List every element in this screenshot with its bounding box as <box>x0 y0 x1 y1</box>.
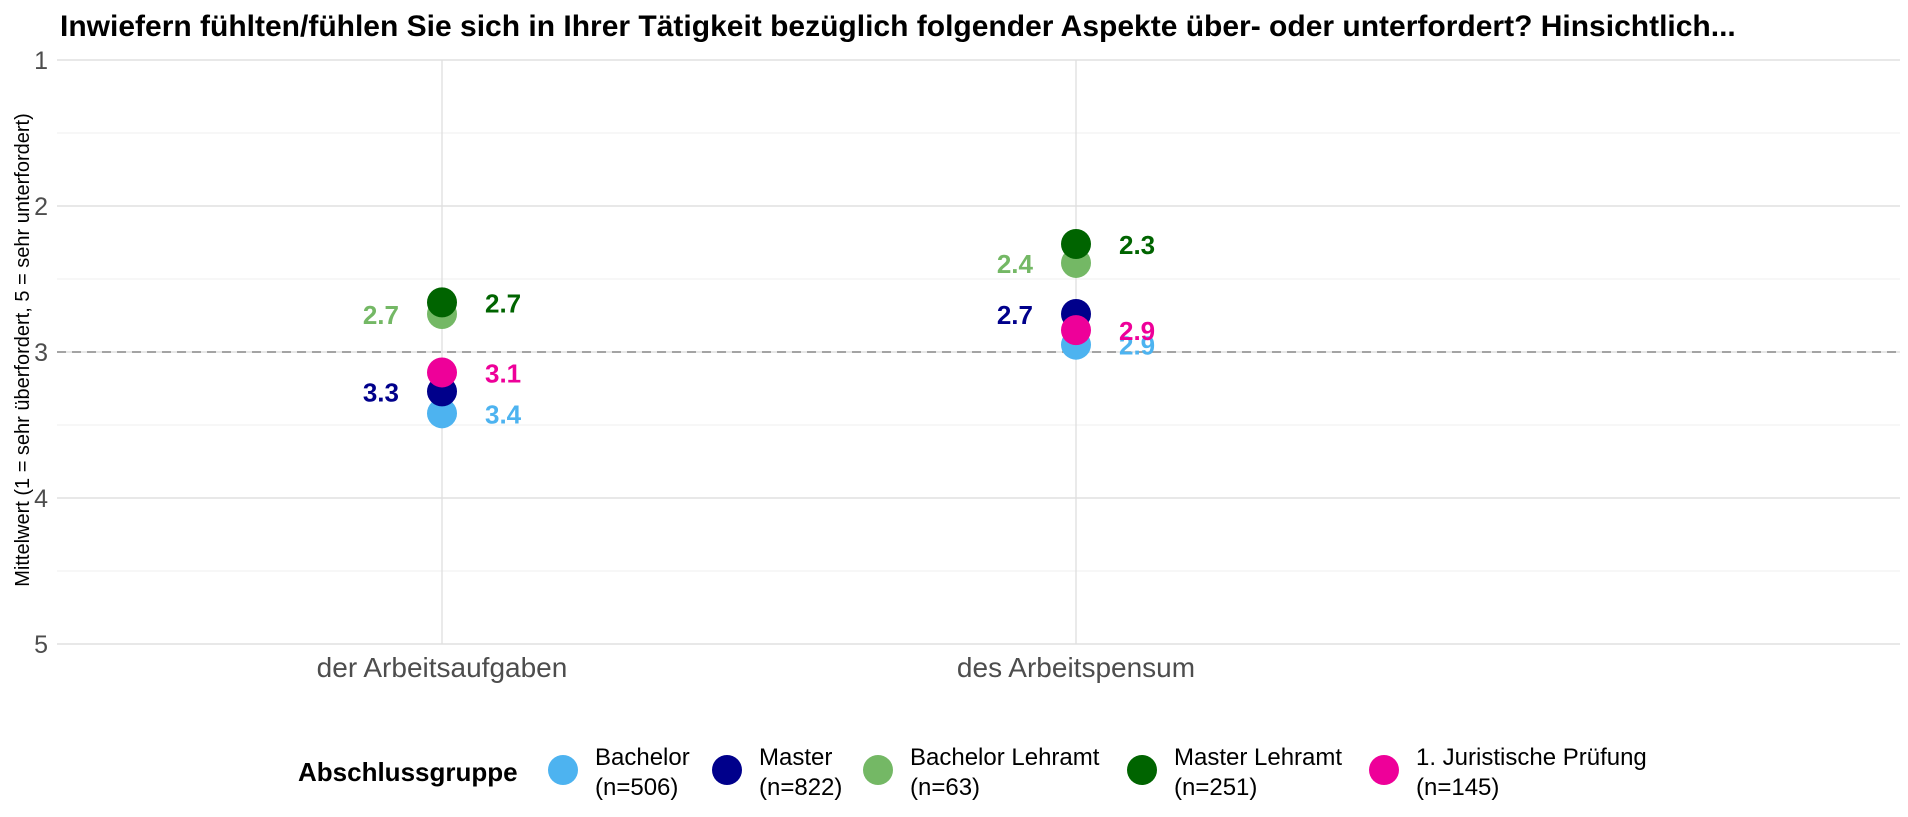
x-axis: der Arbeitsaufgaben des Arbeitspensum <box>317 652 1195 683</box>
y-tick-label: 4 <box>34 485 48 513</box>
legend-label: Bachelor Lehramt <box>910 744 1100 771</box>
legend-n: (n=822) <box>759 774 842 801</box>
legend-item: Master (n=822) <box>712 744 842 801</box>
data-label: 2.3 <box>1119 230 1155 260</box>
y-tick-label: 5 <box>34 631 48 659</box>
x-tick-label: der Arbeitsaufgaben <box>317 652 568 683</box>
legend: Abschlussgruppe Bachelor (n=506) Master (n=… <box>298 744 1647 801</box>
legend-n: (n=251) <box>1174 774 1257 801</box>
data-label: 2.9 <box>1119 316 1155 346</box>
data-label: 2.7 <box>485 288 521 318</box>
legend-n: (n=506) <box>595 774 678 801</box>
data-label: 2.9 <box>1119 331 1155 361</box>
legend-title: Abschlussgruppe <box>298 757 518 787</box>
legend-swatch <box>1127 755 1157 785</box>
data-label: 2.7 <box>997 300 1033 330</box>
y-tick-label: 3 <box>34 339 48 367</box>
y-axis-label: Mittelwert (1 = sehr überfordert, 5 = se… <box>12 113 34 587</box>
data-points <box>427 228 1091 429</box>
legend-n: (n=145) <box>1416 774 1499 801</box>
data-label: 2.4 <box>997 249 1034 279</box>
legend-item: 1. Juristische Prüfung (n=145) <box>1369 744 1647 801</box>
y-tick-label: 2 <box>34 193 48 221</box>
x-tick-label: des Arbeitspensum <box>957 652 1195 683</box>
data-point <box>1061 228 1091 259</box>
data-label: 3.1 <box>485 358 521 388</box>
y-axis: 1 2 3 4 5 <box>34 47 48 659</box>
data-label: 2.7 <box>363 300 399 330</box>
legend-label: 1. Juristische Prüfung <box>1416 744 1647 771</box>
legend-label: Master Lehramt <box>1174 744 1342 771</box>
legend-swatch <box>1369 755 1399 785</box>
legend-item: Bachelor (n=506) <box>548 744 690 801</box>
data-labels: 3.4 2.9 3.3 2.7 2.7 2.4 2.7 2.3 3.1 2.9 <box>363 230 1155 429</box>
legend-swatch <box>548 755 578 785</box>
data-point <box>1061 315 1091 346</box>
y-tick-label: 1 <box>34 47 48 75</box>
legend-label: Master <box>759 744 832 771</box>
data-point <box>427 357 457 388</box>
data-point <box>427 287 457 318</box>
legend-label: Bachelor <box>595 744 690 771</box>
data-label: 3.4 <box>485 399 522 429</box>
data-label: 3.3 <box>363 377 399 407</box>
legend-item: Master Lehramt (n=251) <box>1127 744 1342 801</box>
data-point <box>427 398 457 429</box>
legend-swatch <box>712 755 742 785</box>
legend-n: (n=63) <box>910 774 980 801</box>
chart-title: Inwiefern fühlten/fühlen Sie sich in Ihr… <box>60 10 1736 43</box>
legend-swatch <box>863 755 893 785</box>
legend-item: Bachelor Lehramt (n=63) <box>863 744 1100 801</box>
